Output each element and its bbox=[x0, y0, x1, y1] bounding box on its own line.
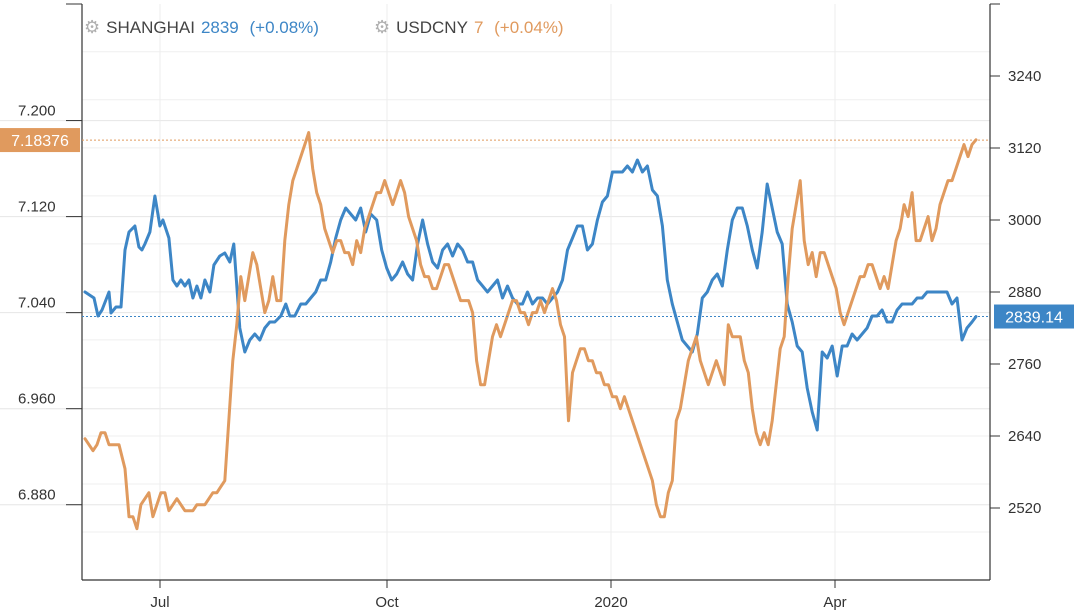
y-left-tick-label: 6.960 bbox=[18, 391, 56, 408]
y-left-tick-label: 7.200 bbox=[18, 103, 56, 120]
series-line-shanghai bbox=[83, 158, 978, 432]
legend-series-name: SHANGHAI bbox=[106, 18, 195, 37]
x-tick-label: Jul bbox=[150, 594, 169, 610]
legend-value: 7 bbox=[473, 18, 484, 37]
y-left-tick-label: 6.880 bbox=[18, 487, 56, 504]
y-left-tick-label: 7.040 bbox=[18, 295, 56, 312]
series-line-usdcny bbox=[83, 131, 978, 531]
last-value-badge bbox=[0, 128, 80, 153]
gear-icon[interactable]: ⚙ bbox=[374, 17, 391, 37]
y-right-tick-label: 2520 bbox=[1008, 500, 1041, 517]
y-left-tick-label: 7.120 bbox=[18, 199, 56, 216]
legend-change: (+0.04%) bbox=[494, 18, 564, 37]
legend-series-name: USDCNY bbox=[396, 18, 468, 37]
y-right-tick-label: 2880 bbox=[1008, 284, 1041, 301]
x-tick-label: Apr bbox=[823, 594, 846, 610]
gear-icon[interactable]: ⚙ bbox=[84, 17, 101, 37]
x-tick-label: Oct bbox=[375, 594, 399, 610]
y-right-tick-label: 3000 bbox=[1008, 212, 1041, 229]
y-right-tick-label: 2760 bbox=[1008, 356, 1041, 373]
legend-item-shanghai[interactable]: ⚙ SHANGHAI 2839 (+0.08%) bbox=[84, 17, 319, 38]
legend-item-usdcny[interactable]: ⚙ USDCNY 7 (+0.04%) bbox=[374, 17, 564, 38]
last-value-label: 2839.14 bbox=[1005, 310, 1063, 327]
y-right-tick-label: 2640 bbox=[1008, 428, 1041, 445]
last-value-label: 7.18376 bbox=[11, 133, 69, 150]
last-value-badge bbox=[994, 304, 1074, 329]
y-right-tick-label: 3120 bbox=[1008, 140, 1041, 157]
x-tick-label: 2020 bbox=[594, 594, 627, 610]
legend-change: (+0.08%) bbox=[249, 18, 319, 37]
y-right-tick-label: 3240 bbox=[1008, 68, 1041, 85]
legend-value: 2839 bbox=[200, 18, 239, 37]
